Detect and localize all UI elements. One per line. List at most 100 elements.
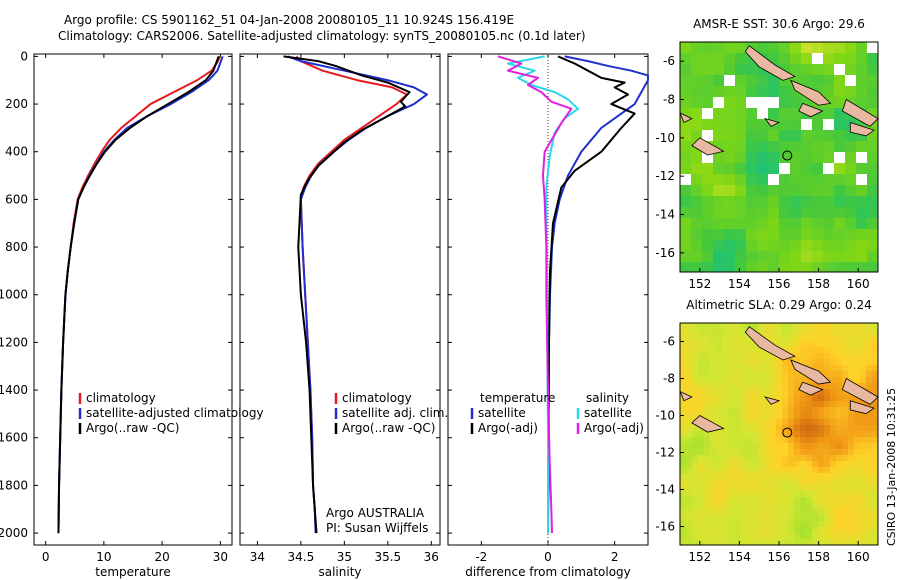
map-cell <box>788 455 795 462</box>
map-cell <box>779 152 791 164</box>
map-cell <box>867 163 878 175</box>
map-cell <box>824 407 831 414</box>
map-cell <box>848 377 855 384</box>
map-cell <box>866 431 873 438</box>
map-cell <box>724 207 736 219</box>
map-cell <box>806 515 813 522</box>
map-cell <box>806 347 813 354</box>
map-cell <box>692 527 699 534</box>
map-cell <box>704 335 711 342</box>
map-cell <box>734 419 741 426</box>
map-cell <box>716 413 723 420</box>
map-cell <box>860 509 867 516</box>
map-cell <box>757 42 769 54</box>
map-cell <box>746 461 753 468</box>
x-tick-label: 160 <box>847 550 870 564</box>
map-cell <box>758 407 765 414</box>
map-cell <box>830 521 837 528</box>
map-cell <box>845 229 857 241</box>
map-cell <box>724 251 736 263</box>
map-cell <box>794 377 801 384</box>
map-cell <box>866 461 873 468</box>
map-cell <box>872 449 878 456</box>
map-cell <box>746 353 753 360</box>
map-cell <box>692 515 699 522</box>
map-cell <box>848 341 855 348</box>
map-cell <box>692 497 699 504</box>
map-cell <box>801 141 813 153</box>
map-cell <box>867 141 878 153</box>
map-cell <box>848 521 855 528</box>
map-cell <box>735 119 747 131</box>
map-cell <box>848 455 855 462</box>
map-cell <box>848 431 855 438</box>
map-cell <box>860 377 867 384</box>
map-cell <box>806 323 813 330</box>
map-cell <box>776 413 783 420</box>
map-cell <box>770 527 777 534</box>
map-cell <box>768 141 780 153</box>
map-cell <box>776 365 783 372</box>
map-cell <box>764 521 771 528</box>
map-cell <box>779 119 791 131</box>
map-cell <box>812 521 819 528</box>
map-cell <box>788 521 795 528</box>
map-cell <box>735 207 747 219</box>
map-cell <box>680 509 687 516</box>
map-cell <box>800 413 807 420</box>
map-cell <box>830 527 837 534</box>
map-cell <box>680 371 687 378</box>
map-cell <box>768 174 780 186</box>
map-cell <box>860 497 867 504</box>
map-cell <box>758 491 765 498</box>
map-cell <box>698 449 705 456</box>
x-tick-label: 20 <box>154 550 169 564</box>
map-cell <box>848 497 855 504</box>
x-tick-label: 2 <box>611 550 619 564</box>
map-cell <box>782 485 789 492</box>
map-cell <box>722 359 729 366</box>
map-cell <box>734 527 741 534</box>
map-cell <box>836 443 843 450</box>
map-cell <box>764 515 771 522</box>
map-cell <box>854 335 861 342</box>
map-cell <box>734 467 741 474</box>
map-cell <box>867 185 878 197</box>
map-cell <box>824 335 831 342</box>
map-cell <box>691 174 703 186</box>
map-cell <box>836 341 843 348</box>
map-cell <box>860 479 867 486</box>
map-cell <box>702 64 714 76</box>
map-cell <box>788 509 795 516</box>
map-cell <box>830 485 837 492</box>
map-cell <box>830 443 837 450</box>
map-cell <box>812 119 824 131</box>
map-cell <box>788 335 795 342</box>
map-cell <box>788 371 795 378</box>
map-cell <box>740 473 747 480</box>
map-cell <box>740 539 747 545</box>
map-cell <box>746 97 758 109</box>
map-cell <box>794 521 801 528</box>
map-cell <box>842 359 849 366</box>
map-cell <box>757 64 769 76</box>
map-cell <box>782 413 789 420</box>
map-cell <box>788 497 795 504</box>
map-cell <box>779 174 791 186</box>
map-cell <box>790 196 802 208</box>
map-cell <box>812 443 819 450</box>
map-cell <box>824 389 831 396</box>
map-cell <box>692 491 699 498</box>
map-cell <box>830 467 837 474</box>
map-cell <box>722 419 729 426</box>
map-cell <box>686 335 693 342</box>
map-cell <box>801 119 813 131</box>
map-cell <box>790 42 802 54</box>
map-cell <box>818 461 825 468</box>
map-cell <box>746 108 758 120</box>
map-cell <box>776 533 783 540</box>
map-cell <box>686 413 693 420</box>
map-cell <box>872 413 878 420</box>
map-cell <box>776 491 783 498</box>
map-cell <box>722 353 729 360</box>
